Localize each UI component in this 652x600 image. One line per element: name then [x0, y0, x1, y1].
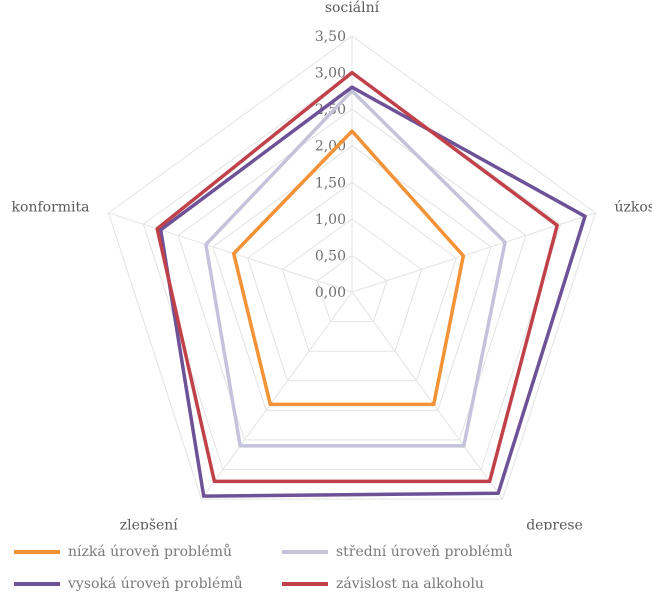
tick-label-1: 0,50	[315, 248, 346, 264]
tick-label-3: 1,50	[315, 175, 346, 191]
radar-chart: 0,000,501,001,502,002,503,003,50 sociáln…	[0, 0, 652, 530]
legend-item-stredni: střední úroveň problémů	[282, 544, 513, 560]
spoke-2	[352, 292, 503, 499]
series-line-2	[161, 87, 585, 496]
legend-row-1: nízká úroveň problémů střední úroveň pro…	[14, 536, 644, 568]
legend-row-2: vysoká úroveň problémů závislost na alko…	[14, 568, 644, 600]
radar-series	[157, 73, 585, 497]
spoke-3	[202, 292, 353, 499]
legend-swatch-vysoka	[14, 582, 60, 586]
category-label-4: konformita	[12, 200, 90, 216]
legend-swatch-zavislost	[282, 582, 328, 586]
legend: nízká úroveň problémů střední úroveň pro…	[14, 536, 644, 600]
legend-label-nizka: nízká úroveň problémů	[68, 544, 232, 560]
radar-grid	[109, 36, 596, 499]
legend-label-zavislost: závislost na alkoholu	[336, 576, 484, 592]
series-line-0	[234, 131, 464, 404]
category-label-2: deprese	[526, 517, 583, 530]
legend-item-vysoka: vysoká úroveň problémů	[14, 576, 282, 592]
category-label-1: úzkost	[615, 200, 652, 216]
legend-swatch-stredni	[282, 550, 328, 554]
tick-label-0: 0,00	[315, 285, 346, 301]
legend-item-zavislost: závislost na alkoholu	[282, 576, 484, 592]
tick-label-2: 1,00	[315, 212, 346, 228]
legend-label-vysoka: vysoká úroveň problémů	[68, 576, 243, 592]
category-label-0: sociální	[325, 0, 380, 16]
tick-label-7: 3,50	[315, 29, 346, 45]
legend-swatch-nizka	[14, 550, 60, 554]
legend-label-stredni: střední úroveň problémů	[336, 544, 513, 560]
legend-item-nizka: nízká úroveň problémů	[14, 544, 282, 560]
category-label-3: zlepšení	[120, 516, 179, 530]
spoke-1	[352, 213, 596, 292]
